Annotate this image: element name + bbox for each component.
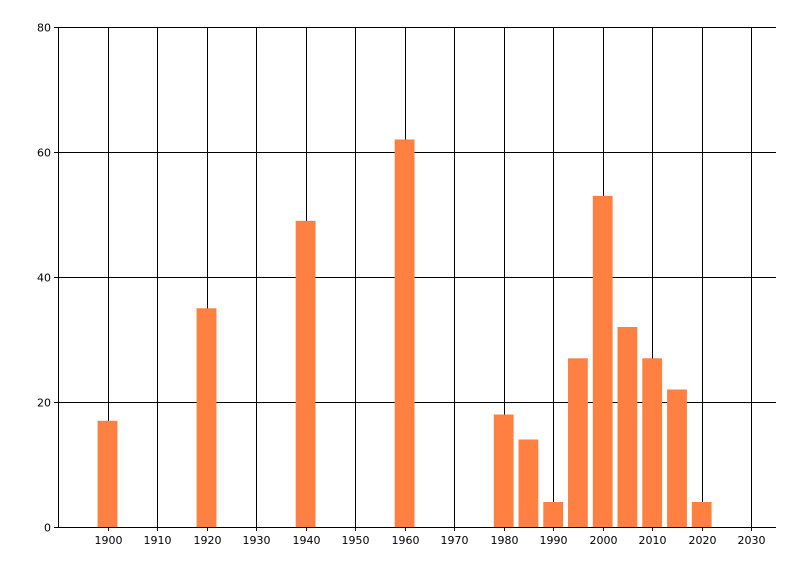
bar-2010 [642,358,663,528]
x-tick-label: 1990 [540,534,568,547]
bar-1940 [295,220,316,528]
x-tick-label: 1930 [243,534,271,547]
bar-2020 [691,502,712,527]
x-tick-label: 2010 [639,534,667,547]
bar-layer [97,139,712,528]
x-tick-label: 1950 [342,534,370,547]
x-tick-label: 1940 [293,534,321,547]
bar-1985 [518,439,539,527]
y-tick-label: 80 [37,22,51,35]
bar-1990 [543,502,564,527]
bar-1980 [493,414,514,527]
x-tick-label: 2000 [590,534,618,547]
bar-2000 [592,195,613,528]
bar-2005 [617,327,638,527]
y-tick-label: 20 [37,397,51,410]
bar-1920 [196,308,217,528]
grid-layer [54,27,776,531]
x-tick-label: 1910 [144,534,172,547]
bar-1960 [394,139,415,527]
axis-layer [58,27,776,528]
bar-1995 [568,358,588,528]
x-tick-label: 1920 [194,534,222,547]
y-tick-label: 60 [37,147,51,160]
y-tick-label: 40 [37,272,51,285]
y-tick-label: 0 [44,522,51,535]
x-tick-label: 1980 [491,534,519,547]
x-tick-label: 2030 [738,534,766,547]
x-tick-label: 1970 [441,534,469,547]
bar-2015 [667,389,687,527]
tick-label-layer: 1900 1910 1920 1930 1940 1950 1960 1970 1980 1990… [37,22,766,548]
x-tick-label: 1960 [392,534,420,547]
bar-1900 [97,420,118,528]
x-tick-label: 1900 [95,534,123,547]
x-tick-label: 2020 [689,534,717,547]
